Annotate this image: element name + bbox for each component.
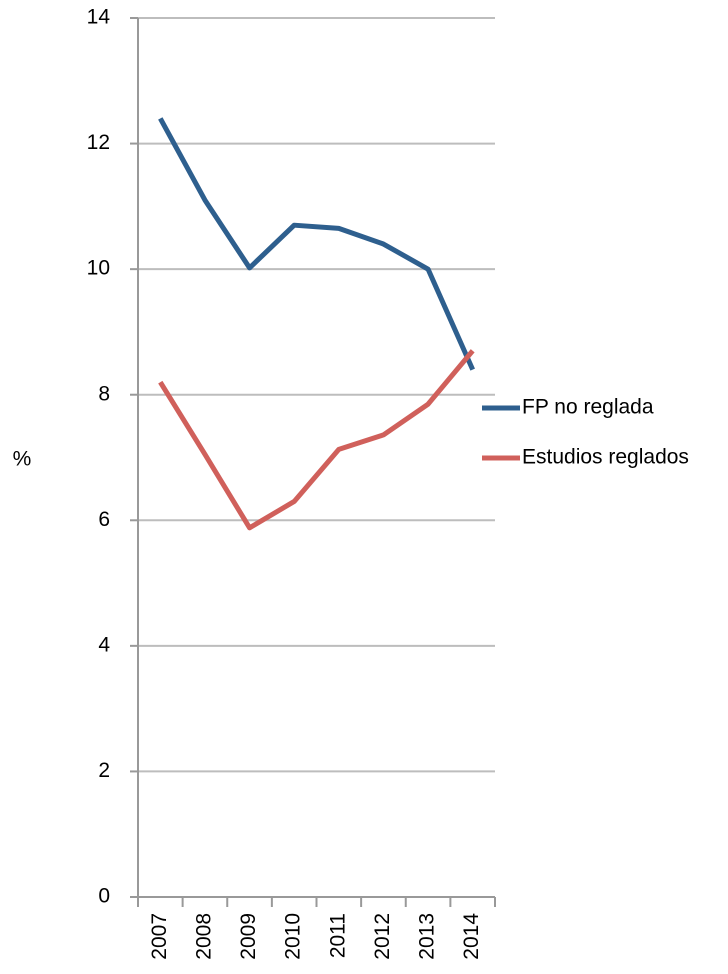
line-series xyxy=(158,349,475,531)
x-tick-label: 2012 xyxy=(371,913,394,960)
legend-label: Estudios reglados xyxy=(522,446,689,469)
x-tick-label: 2009 xyxy=(237,913,260,960)
x-tick-label: 2013 xyxy=(416,913,439,960)
line-series xyxy=(158,117,475,371)
x-tick-label: 2011 xyxy=(326,913,349,958)
x-tick-label: 2010 xyxy=(282,913,305,960)
x-tick-label: 2008 xyxy=(192,913,215,960)
x-tick-label: 2007 xyxy=(148,913,171,960)
y-axis-label: % xyxy=(13,448,32,471)
y-tick-label: 6 xyxy=(98,508,110,531)
x-tick-label: 2014 xyxy=(460,913,483,960)
y-tick-label: 4 xyxy=(98,633,110,656)
y-tick-label: 12 xyxy=(87,131,110,154)
y-tick-label: 0 xyxy=(98,885,110,908)
y-tick-label: 14 xyxy=(87,6,111,29)
y-tick-label: 2 xyxy=(98,759,110,782)
y-tick-label: 8 xyxy=(98,382,110,405)
y-tick-label: 10 xyxy=(87,257,110,280)
legend-label: FP no reglada xyxy=(522,396,654,419)
